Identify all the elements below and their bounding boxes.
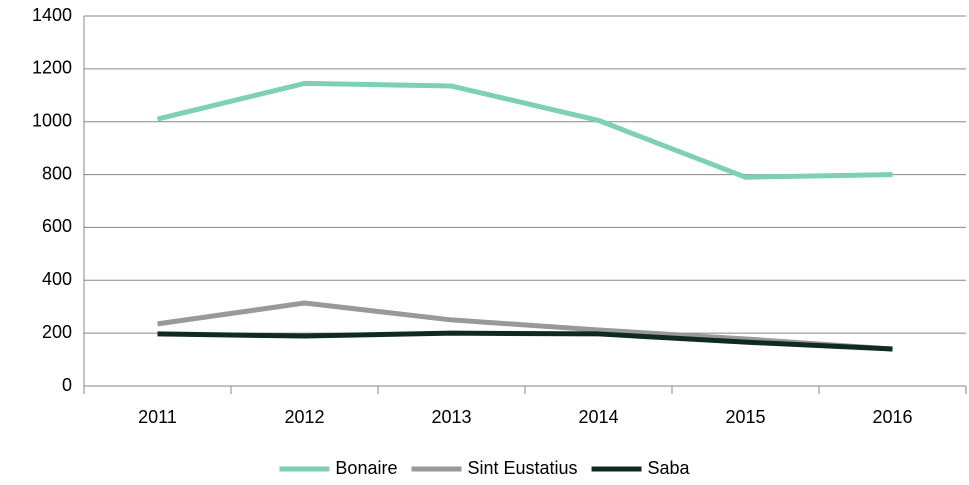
y-tick-label: 1400 xyxy=(32,5,72,25)
legend-label: Saba xyxy=(648,458,691,478)
y-tick-label: 600 xyxy=(42,216,72,236)
series-line xyxy=(156,80,893,180)
y-tick-label: 200 xyxy=(42,322,72,342)
legend-label: Sint Eustatius xyxy=(467,458,577,478)
x-tick-label: 2013 xyxy=(431,407,471,427)
x-tick-label: 2012 xyxy=(284,407,324,427)
x-tick-label: 2016 xyxy=(872,407,912,427)
series-line xyxy=(157,330,893,352)
legend-label: Bonaire xyxy=(335,458,397,478)
y-tick-label: 1200 xyxy=(32,58,72,78)
y-tick-label: 400 xyxy=(42,269,72,289)
x-tick-label: 2014 xyxy=(578,407,618,427)
series-line xyxy=(157,300,893,352)
x-tick-label: 2015 xyxy=(725,407,765,427)
y-tick-label: 1000 xyxy=(32,110,72,130)
y-tick-label: 0 xyxy=(62,375,72,395)
y-tick-label: 800 xyxy=(42,163,72,183)
x-tick-label: 2011 xyxy=(138,407,177,427)
